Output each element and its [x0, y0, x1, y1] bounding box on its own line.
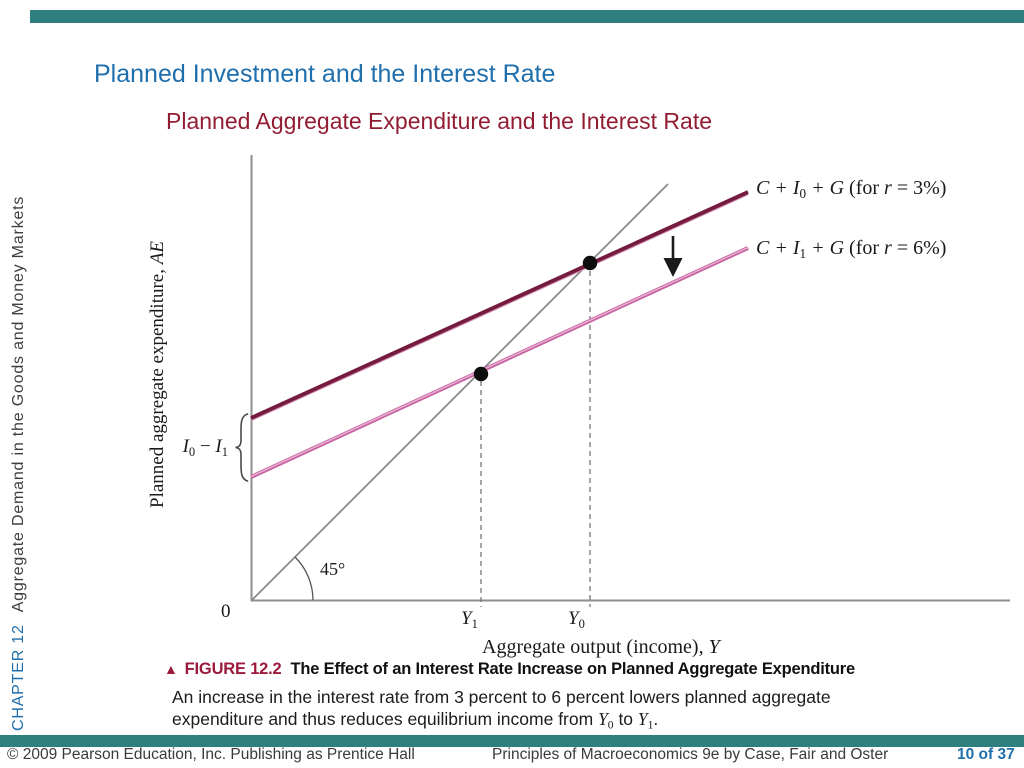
ae-line-r6-highlight — [250, 246, 749, 478]
bottom-accent-bar — [0, 735, 1024, 747]
x-tick-y1: Y1 — [461, 608, 478, 631]
figure-number: FIGURE 12.2 — [184, 660, 282, 678]
y-axis-label: Planned aggregate expenditure, AE — [147, 241, 169, 508]
angle-label: 45° — [320, 559, 346, 579]
figure-title: The Effect of an Interest Rate Increase … — [290, 660, 856, 678]
y-axis-label-var: AE — [147, 241, 168, 265]
x-axis-label: Aggregate output (income), Y — [482, 636, 720, 659]
figure-description-line1: An increase in the interest rate from 3 … — [172, 687, 831, 707]
page-number: 10 of 37 — [957, 746, 1015, 763]
equilibrium-dot-y0 — [582, 255, 598, 271]
slide-title: Planned Investment and the Interest Rate — [94, 60, 556, 88]
line-label-r3: C + I0 + G (for r = 3%) — [756, 177, 947, 201]
figure-description: An increase in the interest rate from 3 … — [172, 686, 932, 736]
x-axis-label-text: Aggregate output (income), — [482, 636, 709, 658]
45-degree-arc — [294, 556, 314, 601]
equilibrium-dot-y1 — [473, 366, 489, 382]
origin-label: 0 — [221, 601, 231, 622]
ae-line-r3 — [250, 190, 749, 420]
i0-i1-label: I0 − I1 — [182, 436, 228, 459]
y-axis-label-text: Planned aggregate expenditure, — [147, 264, 168, 508]
figure-description-line2: expenditure and thus reduces equilibrium… — [172, 709, 659, 732]
book-title: Principles of Macroeconomics 9e by Case,… — [492, 746, 889, 763]
x-tick-y0: Y0 — [568, 608, 585, 631]
shift-arrow-head — [663, 258, 683, 277]
ae-line-r3-highlight — [250, 193, 749, 422]
figure-marker-icon: ▲ — [164, 661, 178, 677]
line-label-r6: C + I1 + G (for r = 6%) — [756, 237, 947, 261]
i0-i1-brace — [235, 413, 249, 482]
x-axis-label-var: Y — [708, 636, 720, 658]
copyright-text: © 2009 Pearson Education, Inc. Publishin… — [7, 746, 415, 763]
figure-caption: ▲ FIGURE 12.2 The Effect of an Interest … — [164, 660, 855, 679]
45-degree-line — [251, 183, 669, 601]
slide-subtitle: Planned Aggregate Expenditure and the In… — [166, 108, 713, 134]
top-accent-bar — [30, 10, 1024, 23]
